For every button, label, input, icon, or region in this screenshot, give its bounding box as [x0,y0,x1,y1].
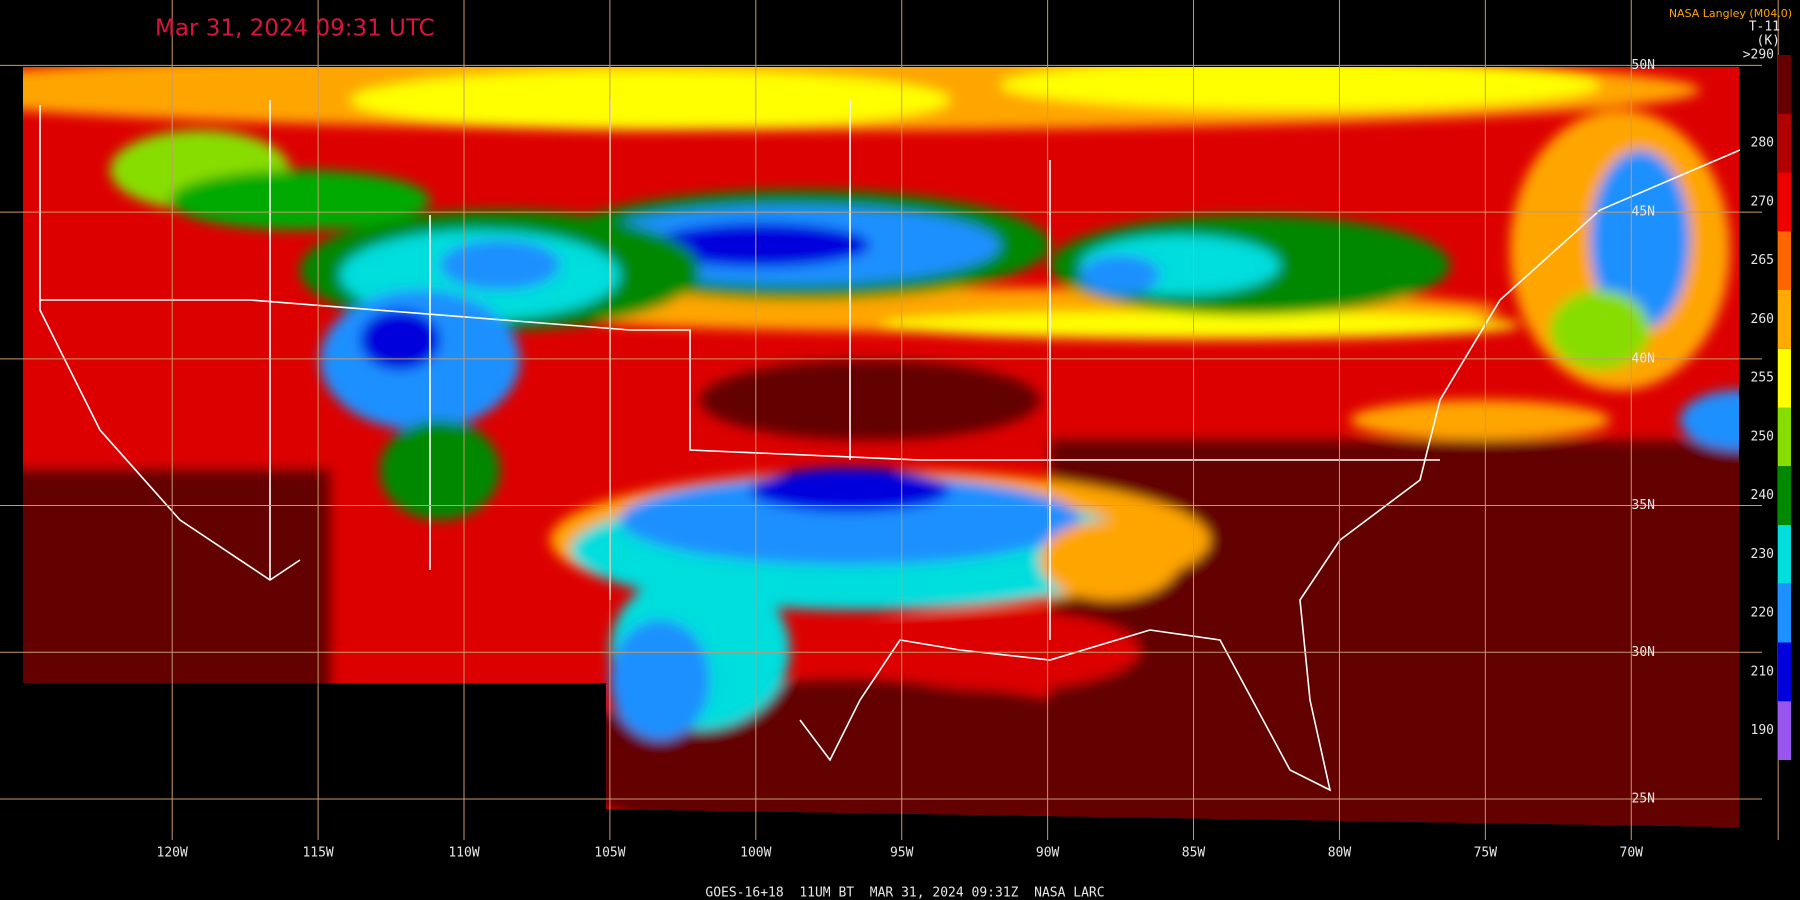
timestamp: Mar 31, 2024 09:31 UTC [155,16,435,42]
latitude-label: 30N [1632,645,1655,660]
colorbar-label: 240 [1751,488,1774,503]
colorbar-label: 280 [1751,136,1774,151]
colorbar-segment [1778,231,1791,290]
colorbar-label: 270 [1751,194,1774,209]
longitude-label: 120W [157,846,188,861]
longitude-label: 90W [1036,846,1060,861]
product: T-11 [1749,20,1780,35]
longitude-label: 75W [1474,846,1498,861]
colorbar-label: 260 [1751,312,1774,327]
longitude-label: 70W [1620,846,1644,861]
colorbar-label: 255 [1751,371,1774,386]
longitude-label: 100W [740,846,771,861]
colorbar-label: 210 [1751,664,1774,679]
colorbar-segment [1778,290,1791,349]
coastline [39,105,301,581]
colorbar: >290 280 270 265 260 255 250 240 230 220 210 190 [1743,48,1791,760]
longitude-label: 85W [1182,846,1206,861]
latitude-label: 35N [1632,498,1655,513]
colorbar-label: 190 [1751,723,1774,738]
colorbar-label: 230 [1751,547,1774,562]
colorbar-segment [1778,525,1791,584]
footer: GOES-16+18 11UM BT MAR 31, 2024 09:31Z N… [705,886,1104,900]
colorbar-segment [1778,642,1791,702]
unit: (K) [1757,34,1780,49]
longitude-label: 105W [594,846,625,861]
colorbar-label: >290 [1743,48,1774,63]
credit: NASA Langley (M04.0) [1669,7,1792,20]
longitude-label: 95W [890,846,914,861]
colorbar-segment [1778,348,1791,408]
cloud-field [23,67,1739,827]
colorbar-segment [1778,172,1791,232]
longitude-label: 115W [302,846,333,861]
coastline [1149,149,1741,792]
latitude-label: 25N [1632,791,1655,806]
colorbar-label: 250 [1751,429,1774,444]
state-border [40,299,1440,461]
colorbar-label: 220 [1751,606,1774,621]
colorbar-segment [1778,55,1791,114]
colorbar-segment [1778,407,1791,467]
colorbar-segment [1778,583,1791,643]
colorbar-segment [1778,701,1791,760]
colorbar-label: 265 [1751,253,1774,268]
latitude-label: 40N [1632,351,1655,366]
colorbar-segment [1778,466,1791,525]
longitude-label: 110W [448,846,479,861]
longitude-label: 80W [1328,846,1352,861]
latitude-label: 45N [1632,205,1655,220]
coastline [799,629,1151,762]
latitude-label: 50N [1632,58,1655,73]
colorbar-segment [1778,113,1791,173]
